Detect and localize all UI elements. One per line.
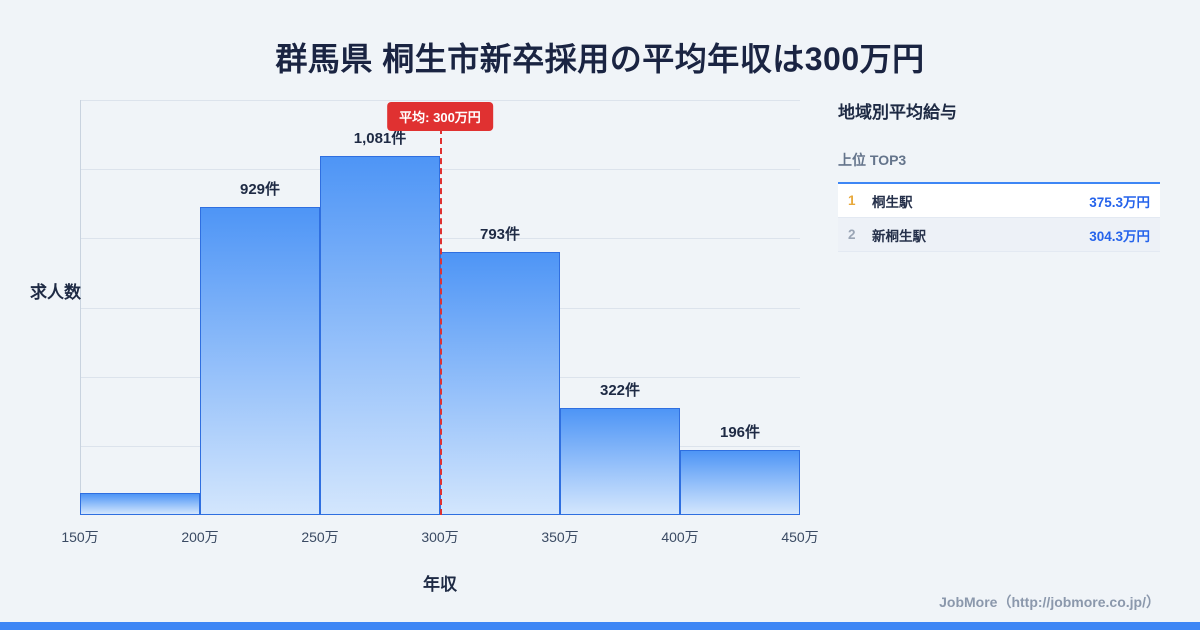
histogram-bar [80,493,200,515]
bottom-accent-bar [0,622,1200,630]
station-name: 新桐生駅 [872,228,926,244]
average-badge: 平均: 300万円 [387,102,493,131]
x-axis-ticks: 150万 200万 250万 300万 350万 400万 450万 [61,100,818,545]
regional-salary-panel: 地域別平均給与 上位 TOP3 1 桐生駅 375.3万円 2 新桐生駅 304.3万円 [838,98,1160,252]
station-salary: 375.3万円 [1089,194,1150,210]
bar-value-label: 322件 [599,382,641,399]
page-title: 群馬県 桐生市新卒採用の平均年収は300万円 [275,41,925,77]
station-name: 桐生駅 [872,194,913,210]
ranking-row: 1 桐生駅 375.3万円 [838,184,1160,218]
bar-value-label: 196件 [719,424,761,441]
average-line [440,128,442,515]
panel-heading: 地域別平均給与 [838,103,957,122]
rank-number: 2 [848,227,856,242]
rank-number: 1 [848,193,856,208]
gridline [80,100,800,101]
bar-value-label: 1,081件 [353,130,407,147]
x-tick-label: 250万 [301,529,339,545]
histogram-bar [560,408,680,515]
ranking-row: 2 新桐生駅 304.3万円 [838,218,1160,252]
histogram-bar [680,450,800,515]
y-axis-line [80,100,81,515]
x-tick-label: 350万 [541,529,579,545]
ranking-table: 1 桐生駅 375.3万円 2 新桐生駅 304.3万円 [838,182,1160,252]
x-axis-title: 年収 [423,575,457,594]
station-salary: 304.3万円 [1089,228,1150,244]
panel-subheading: 上位 TOP3 [838,152,907,168]
histogram-bar [200,207,320,515]
x-tick-label: 150万 [61,529,99,545]
y-axis-title: 求人数 [30,283,81,302]
x-tick-label: 400万 [661,529,699,545]
bar-value-label: 929件 [239,181,281,198]
footer-credit: JobMore（http://jobmore.co.jp/） [939,594,1160,610]
bars-layer: 929件 1,081件 793件 322件 196件 [80,100,800,515]
histogram-chart: 929件 1,081件 793件 322件 196件 150万 200万 250万 300万 3… [61,100,819,545]
histogram-bar [320,156,440,515]
bar-value-label: 793件 [479,226,521,243]
x-tick-label: 300万 [421,529,459,545]
x-tick-label: 450万 [781,529,819,545]
x-tick-label: 200万 [181,529,219,545]
histogram-bar [440,252,560,515]
